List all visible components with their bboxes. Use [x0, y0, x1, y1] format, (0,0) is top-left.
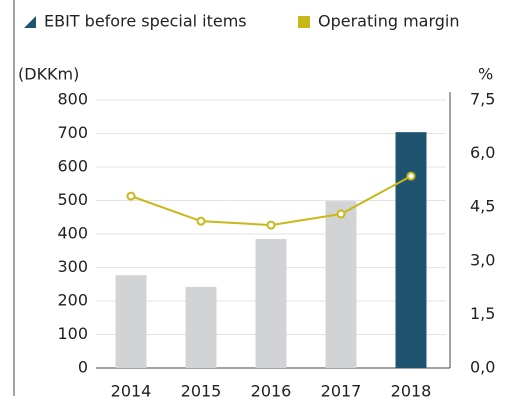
x-tick-label: 2016: [251, 382, 292, 401]
y-axis-label: (DKKm): [18, 65, 79, 84]
line-point: [126, 191, 136, 201]
legend-icon: [298, 16, 310, 28]
y2-axis-label: %: [478, 65, 493, 84]
y2-tick-label: 4,5: [470, 197, 495, 216]
y-tick-label: 400: [57, 224, 88, 243]
x-tick-label: 2018: [391, 382, 432, 401]
y2-tick-label: 6,0: [470, 143, 495, 162]
x-tick-label: 2014: [111, 382, 152, 401]
y-tick-label: 100: [57, 324, 88, 343]
y-tick-label: 0: [78, 358, 88, 377]
y2-tick-label: 7,5: [470, 90, 495, 109]
y2-tick-label: 0,0: [470, 358, 495, 377]
bar: [395, 132, 427, 368]
bar: [325, 201, 357, 368]
y-tick-label: 700: [57, 123, 88, 142]
y-tick-label: 300: [57, 257, 88, 276]
bar: [185, 286, 217, 368]
y2-tick-label: 1,5: [470, 304, 495, 323]
legend-icon: [24, 16, 36, 28]
line-point: [336, 209, 346, 219]
line-point: [196, 216, 206, 226]
x-tick-label: 2015: [181, 382, 222, 401]
legend-label: EBIT before special items: [44, 12, 247, 31]
y-tick-label: 500: [57, 190, 88, 209]
y-tick-label: 800: [57, 90, 88, 109]
y-tick-label: 600: [57, 157, 88, 176]
line-point: [406, 171, 416, 181]
legend-label: Operating margin: [318, 12, 460, 31]
y2-tick-label: 3,0: [470, 250, 495, 269]
line-point: [266, 220, 276, 230]
bar: [255, 239, 287, 368]
bar: [115, 275, 147, 368]
x-tick-label: 2017: [321, 382, 362, 401]
y-tick-label: 200: [57, 291, 88, 310]
